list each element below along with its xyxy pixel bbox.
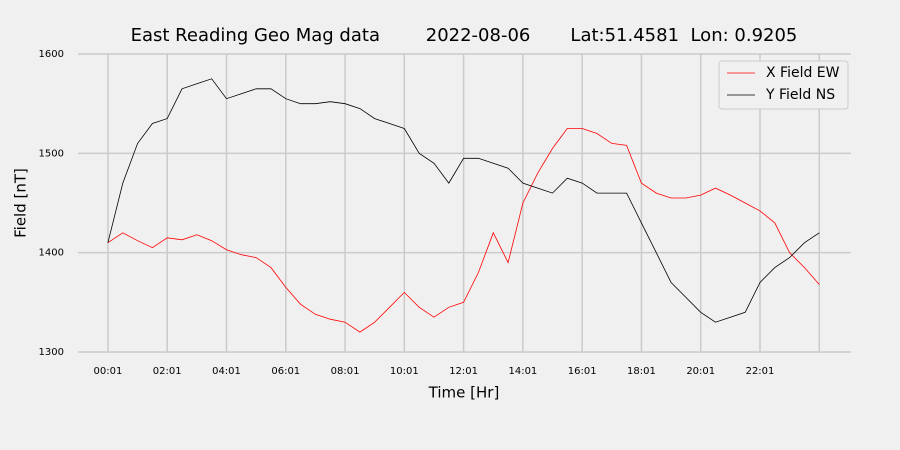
x-tick-label: 06:01 bbox=[271, 366, 300, 377]
x-tick-label: 20:01 bbox=[686, 366, 715, 377]
x-axis-label: Time [Hr] bbox=[428, 384, 500, 402]
x-tick-label: 00:01 bbox=[94, 366, 123, 377]
x-tick-label: 10:01 bbox=[390, 366, 419, 377]
x-tick-label: 08:01 bbox=[331, 366, 360, 377]
x-tick-label: 22:01 bbox=[746, 366, 775, 377]
y-tick-label: 1400 bbox=[39, 248, 64, 259]
chart-title: East Reading Geo Mag data 2022-08-06 Lat… bbox=[131, 25, 798, 46]
y-tick-label: 1500 bbox=[39, 148, 64, 159]
x-tick-label: 02:01 bbox=[153, 366, 182, 377]
x-tick-label: 12:01 bbox=[449, 366, 478, 377]
legend-label: Y Field NS bbox=[765, 87, 835, 103]
data-line bbox=[107, 78, 820, 323]
y-tick-label: 1300 bbox=[39, 347, 64, 358]
y-tick-label: 1600 bbox=[39, 49, 64, 60]
legend: X Field EW Y Field NS bbox=[718, 60, 849, 110]
data-line bbox=[107, 128, 820, 333]
x-tick-label: 14:01 bbox=[508, 366, 537, 377]
y-axis-label: Field [nT] bbox=[12, 168, 30, 238]
legend-label: X Field EW bbox=[766, 65, 840, 81]
x-tick-label: 04:01 bbox=[212, 366, 241, 377]
x-tick-label: 16:01 bbox=[568, 366, 597, 377]
x-tick-label: 18:01 bbox=[627, 366, 656, 377]
